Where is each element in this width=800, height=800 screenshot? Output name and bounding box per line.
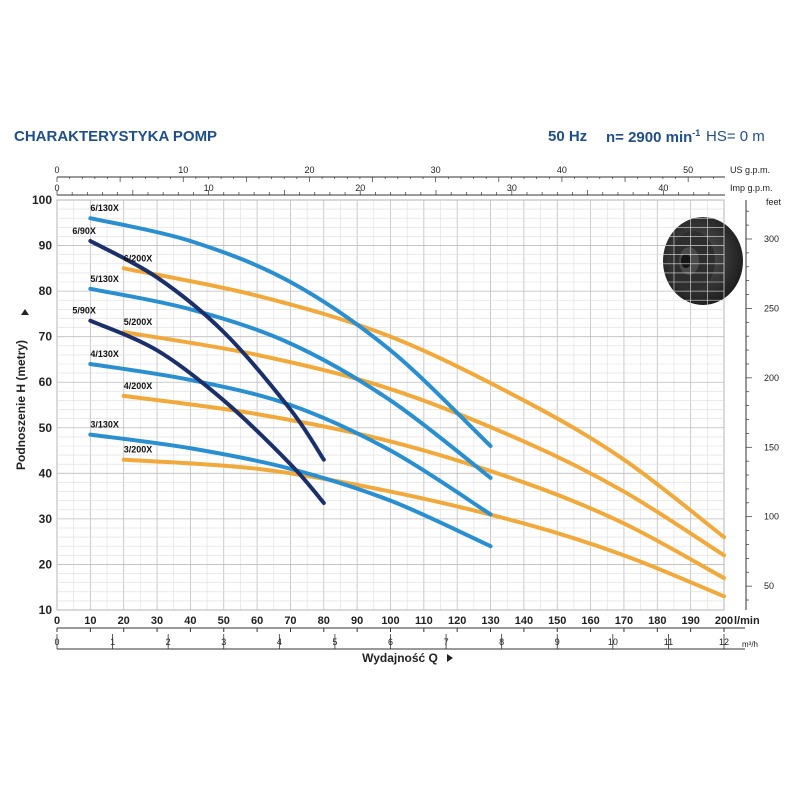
series-label-5-130x: 5/130X	[90, 274, 119, 284]
x-tick-label: 170	[615, 615, 633, 627]
m3h-tick-label: 8	[499, 637, 504, 647]
x-tick-label: 70	[284, 615, 296, 627]
series-label-4-200x: 4/200X	[124, 381, 153, 391]
x-tick-label: 20	[118, 615, 130, 627]
m3h-tick-label: 5	[332, 637, 337, 647]
feet-tick-label: 100	[764, 512, 779, 522]
x-tick-label: 100	[381, 615, 399, 627]
us-gpm-tick-label: 10	[178, 165, 188, 175]
m3h-tick-label: 4	[277, 637, 282, 647]
series-label-3-200x: 3/200X	[124, 445, 153, 455]
y-tick-label: 40	[39, 466, 53, 480]
series-label-5-200x: 5/200X	[124, 317, 153, 327]
x-tick-label: 190	[681, 615, 699, 627]
m3h-tick-label: 12	[719, 637, 729, 647]
x-tick-label: 150	[548, 615, 566, 627]
x-tick-label: 130	[481, 615, 499, 627]
m3h-tick-label: 0	[54, 637, 59, 647]
x-tick-label: 30	[151, 615, 163, 627]
y-tick-label: 100	[32, 193, 52, 207]
feet-tick-label: 300	[764, 234, 779, 244]
m3h-tick-label: 10	[608, 637, 618, 647]
imp-gpm-tick-label: 0	[54, 183, 59, 193]
m3h-tick-label: 2	[166, 637, 171, 647]
y-tick-label: 50	[39, 421, 53, 435]
imp-gpm-tick-label: 20	[355, 183, 365, 193]
x-tick-label: 50	[218, 615, 230, 627]
imp-gpm-unit-label: Imp g.p.m.	[730, 183, 773, 193]
m3h-tick-label: 7	[444, 637, 449, 647]
imp-gpm-tick-label: 30	[507, 183, 517, 193]
suction-label: HS= 0 m	[706, 128, 765, 145]
x-tick-label: 60	[251, 615, 263, 627]
m3h-tick-label: 6	[388, 637, 393, 647]
m3h-unit-label: m³/h	[742, 640, 758, 649]
curve-5-90x	[88, 318, 326, 505]
x-tick-label: 90	[351, 615, 363, 627]
series-label-6-90x: 6/90X	[72, 226, 96, 236]
feet-tick-label: 200	[764, 373, 779, 383]
x-unit-label: l/min	[734, 615, 760, 627]
us-gpm-tick-label: 50	[683, 165, 693, 175]
series-label-4-130x: 4/130X	[90, 349, 119, 359]
x-tick-label: 110	[415, 615, 433, 627]
series-label-6-200x: 6/200X	[124, 253, 153, 263]
x-tick-label: 120	[448, 615, 466, 627]
y-tick-label: 10	[39, 603, 53, 617]
feet-tick-label: 150	[764, 442, 779, 452]
x-tick-label: 0	[54, 615, 60, 627]
curve-3-130x	[88, 432, 493, 549]
feet-unit-label: feet	[766, 197, 782, 207]
x-axis-label: Wydajność Q	[362, 651, 438, 665]
frequency-label: 50 Hz	[548, 128, 588, 145]
feet-tick-label: 250	[764, 303, 779, 313]
x-tick-label: 180	[648, 615, 666, 627]
m3h-tick-label: 9	[555, 637, 560, 647]
speed-text: n= 2900 min	[606, 129, 693, 146]
y-tick-label: 30	[39, 512, 53, 526]
x-tick-label: 140	[515, 615, 533, 627]
curve-6-200x	[121, 266, 726, 540]
us-gpm-tick-label: 40	[557, 165, 567, 175]
y-tick-label: 70	[39, 330, 53, 344]
x-tick-label: 10	[84, 615, 96, 627]
x-tick-label: 80	[318, 615, 330, 627]
us-gpm-tick-label: 0	[54, 165, 59, 175]
curve-6-90x	[88, 239, 326, 462]
series-label-5-90x: 5/90X	[72, 306, 96, 316]
us-gpm-tick-label: 20	[304, 165, 314, 175]
y-tick-label: 60	[39, 375, 53, 389]
imp-gpm-tick-label: 40	[658, 183, 668, 193]
x-tick-label: 160	[581, 615, 599, 627]
y-axis-arrow	[21, 309, 29, 315]
x-tick-label: 200	[715, 615, 733, 627]
us-gpm-unit-label: US g.p.m.	[730, 165, 770, 175]
m3h-tick-label: 11	[664, 637, 673, 647]
us-gpm-tick-label: 30	[431, 165, 441, 175]
y-axis-label: Podnoszenie H (metry)	[14, 340, 28, 470]
curve-5-200x	[121, 330, 726, 558]
series-label-6-130x: 6/130X	[90, 203, 119, 213]
y-tick-label: 20	[39, 557, 53, 571]
x-axis-arrow	[447, 654, 453, 662]
feet-tick-label: 50	[764, 581, 774, 591]
curve-6-130x	[88, 216, 493, 448]
series-label-3-130x: 3/130X	[90, 420, 119, 430]
imp-gpm-tick-label: 10	[204, 183, 214, 193]
m3h-tick-label: 1	[110, 637, 115, 647]
curve-3-200x	[121, 457, 726, 599]
speed-exponent: -1	[692, 128, 701, 138]
y-tick-label: 90	[39, 239, 53, 253]
y-tick-label: 80	[39, 284, 53, 298]
chart-title: CHARAKTERYSTYKA POMP	[14, 128, 218, 145]
curve-5-130x	[88, 286, 493, 480]
m3h-tick-label: 3	[221, 637, 226, 647]
curve-4-130x	[88, 362, 493, 517]
speed-label: n= 2900 min-1	[606, 128, 700, 146]
x-tick-label: 40	[184, 615, 196, 627]
impeller-image	[663, 217, 743, 305]
